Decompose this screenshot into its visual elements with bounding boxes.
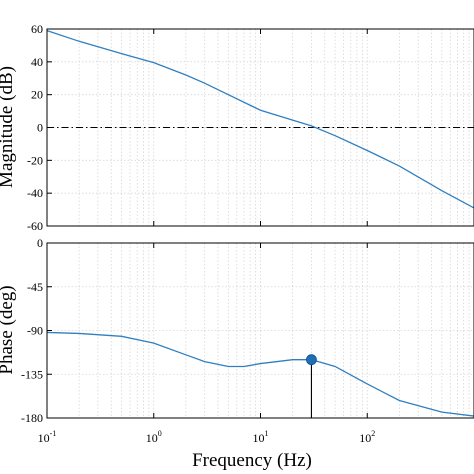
phase-y-tick-label: -180 bbox=[21, 411, 43, 425]
phase-y-tick-label: -90 bbox=[27, 324, 43, 338]
magnitude-y-tick-label: -20 bbox=[27, 153, 43, 167]
phase-series-line bbox=[46, 331, 474, 417]
magnitude-axis-label: Magnitude (dB) bbox=[0, 66, 17, 188]
magnitude-panel: 60 40 20 0 -20 -40 -60 bbox=[27, 22, 474, 233]
phase-x-tick-label: 102 bbox=[359, 429, 375, 445]
magnitude-y-tick-label: 60 bbox=[31, 22, 43, 36]
magnitude-y-tick-label: 0 bbox=[37, 121, 43, 135]
phase-x-tick-label: 10-1 bbox=[38, 429, 57, 445]
phase-marker-point bbox=[306, 354, 317, 366]
phase-axis-label: Phase (deg) bbox=[0, 285, 17, 374]
magnitude-y-tick-label: -40 bbox=[27, 186, 43, 200]
phase-x-tick-label: 101 bbox=[253, 429, 269, 445]
phase-y-tick-label: -45 bbox=[27, 280, 43, 294]
magnitude-y-tick-label: 20 bbox=[31, 88, 43, 102]
phase-x-tick-label: 100 bbox=[146, 429, 162, 445]
frequency-axis-label: Frequency (Hz) bbox=[192, 450, 312, 471]
phase-y-tick-label: -135 bbox=[21, 367, 43, 381]
magnitude-series-line bbox=[46, 30, 474, 209]
magnitude-y-tick-label: 40 bbox=[31, 55, 43, 69]
phase-y-tick-label: 0 bbox=[37, 236, 43, 250]
magnitude-y-tick-label: -60 bbox=[27, 219, 43, 233]
